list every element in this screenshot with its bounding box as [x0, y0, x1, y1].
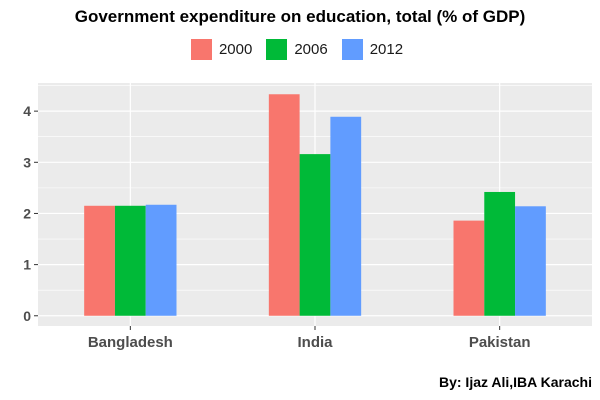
chart-title: Government expenditure on education, tot…	[74, 7, 526, 26]
bar-bangladesh-2000	[84, 205, 115, 316]
bar-pakistan-2000	[453, 220, 485, 316]
legend-label-2006: 2006	[294, 41, 328, 58]
legend-item-2006: 2006	[266, 39, 328, 60]
bar-bangladesh-2012	[145, 204, 177, 316]
legend-label-2012: 2012	[369, 41, 404, 58]
chart-caption: By: Ijaz Ali,IBA Karachi	[438, 374, 592, 390]
bar-india-2006	[299, 154, 331, 316]
bar-pakistan-2012	[515, 206, 546, 316]
legend: 2000 2006 2012	[0, 39, 600, 60]
bar-india-2012	[330, 116, 362, 316]
legend-swatch-2000	[190, 39, 212, 60]
legend-swatch-2012	[341, 39, 363, 60]
bar-india-2000	[268, 94, 300, 316]
bar-bangladesh-2006	[114, 205, 146, 316]
y-tick-label: 2	[23, 205, 31, 221]
legend-item-2000: 2000	[190, 39, 253, 60]
legend-swatch-2006	[266, 39, 288, 60]
legend-item-2012: 2012	[341, 39, 404, 60]
y-tick-label: 1	[23, 257, 31, 273]
x-tick-label: Pakistan	[469, 334, 531, 351]
legend-label-2000: 2000	[218, 41, 253, 58]
bar-pakistan-2006	[484, 191, 516, 316]
y-tick-label: 3	[23, 154, 31, 170]
x-tick-label: India	[297, 334, 333, 351]
y-tick-label: 0	[23, 308, 31, 324]
y-tick-label: 4	[23, 103, 31, 119]
x-tick-label: Bangladesh	[88, 334, 173, 351]
